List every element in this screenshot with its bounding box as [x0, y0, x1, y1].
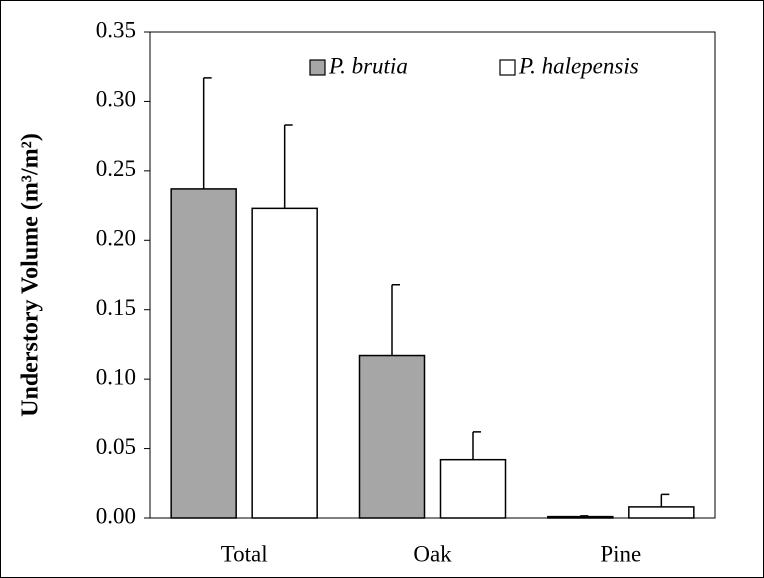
x-tick-label: Pine — [600, 541, 641, 566]
error-bar — [660, 493, 670, 507]
error-bar — [202, 77, 212, 189]
bar — [547, 515, 614, 519]
y-tick-label: 0.10 — [96, 364, 136, 389]
y-tick-label: 0.25 — [96, 156, 136, 181]
legend-label: P. brutia — [328, 53, 408, 78]
bar — [251, 207, 318, 519]
error-bar — [579, 515, 589, 517]
error-bar — [472, 431, 481, 460]
bar — [439, 458, 507, 519]
y-tick-label: 0.35 — [96, 17, 136, 42]
bar — [170, 188, 237, 519]
error-bar — [391, 283, 400, 356]
y-tick-label: 0.20 — [96, 226, 136, 251]
error-bar — [283, 124, 293, 209]
legend-label: P. halepensis — [518, 53, 639, 78]
x-tick-label: Oak — [413, 541, 452, 566]
plot-frame — [149, 31, 716, 519]
y-tick-label: 0.00 — [96, 503, 136, 528]
y-tick-label: 0.05 — [96, 434, 136, 459]
bar — [628, 506, 695, 519]
y-tick-label: 0.15 — [96, 295, 136, 320]
y-tick-label: 0.30 — [96, 87, 136, 112]
legend-swatch — [499, 59, 516, 76]
bar — [358, 354, 426, 519]
y-axis-label: Understory Volume (m³/m²) — [18, 133, 44, 417]
x-tick-label: Total — [221, 541, 268, 566]
legend-swatch — [309, 59, 326, 76]
